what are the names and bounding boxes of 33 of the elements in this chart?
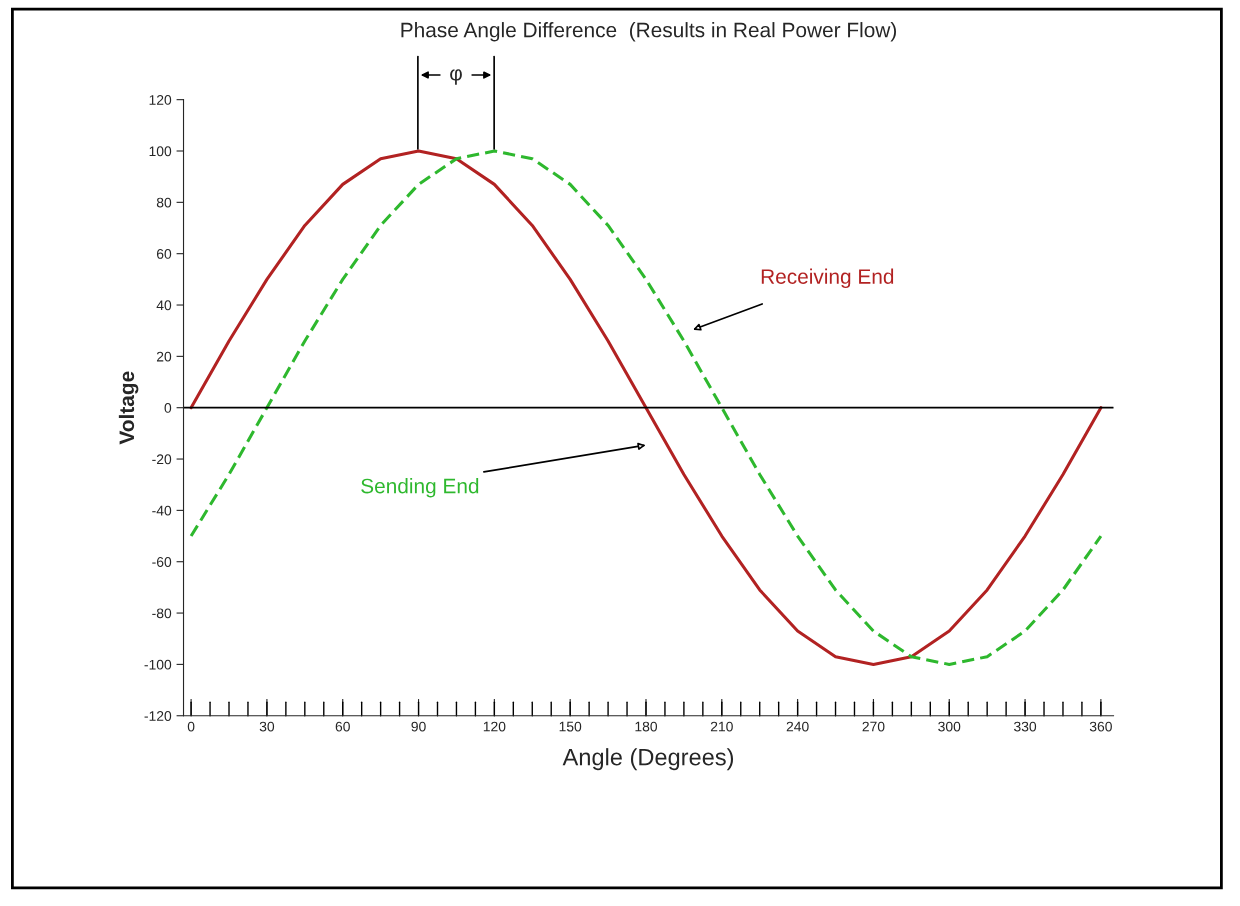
y-tick-label: -80 <box>152 608 172 619</box>
annotation: Sending End <box>361 478 479 498</box>
x-tick-label: 330 <box>1014 721 1037 732</box>
y-axis-title: Voltage <box>118 371 139 445</box>
x-tick-label: 60 <box>335 721 350 732</box>
y-tick-label: -60 <box>152 557 172 567</box>
x-tick-label: 90 <box>411 721 426 732</box>
line-series <box>189 149 1103 666</box>
y-tick-label: -20 <box>152 454 172 465</box>
x-tick-label: 0 <box>187 721 195 732</box>
y-tick-label: 40 <box>156 300 172 311</box>
y-tick-label: -40 <box>152 505 172 516</box>
x-tick-label: 210 <box>710 721 733 732</box>
x-tick-label: 120 <box>483 721 506 732</box>
y-tick-label: 80 <box>156 197 172 208</box>
text: φ <box>450 69 462 85</box>
y-tick-label: 20 <box>156 351 172 362</box>
annotation: Receiving End <box>761 268 894 289</box>
x-tick-label: 300 <box>938 721 961 732</box>
x-tick-label: 270 <box>862 721 885 732</box>
x-tick-label: 240 <box>786 721 809 732</box>
chart-title: Phase Angle Difference (Results in Real Power Flow) <box>401 22 897 42</box>
x-axis-title: Angle (Degrees) <box>562 748 734 771</box>
y-tick-label: 120 <box>149 94 172 105</box>
y-tick-label: 100 <box>149 146 172 157</box>
x-tick-label: 150 <box>559 721 582 732</box>
x-tick-label: 180 <box>635 721 658 732</box>
y-tick-label: -120 <box>144 711 172 721</box>
y-tick-label: -100 <box>144 659 172 670</box>
x-tick-label: 30 <box>259 721 275 732</box>
x-tick-label: 360 <box>1089 721 1112 732</box>
y-tick-label: 60 <box>156 249 172 259</box>
y-tick-label: 0 <box>164 403 172 413</box>
